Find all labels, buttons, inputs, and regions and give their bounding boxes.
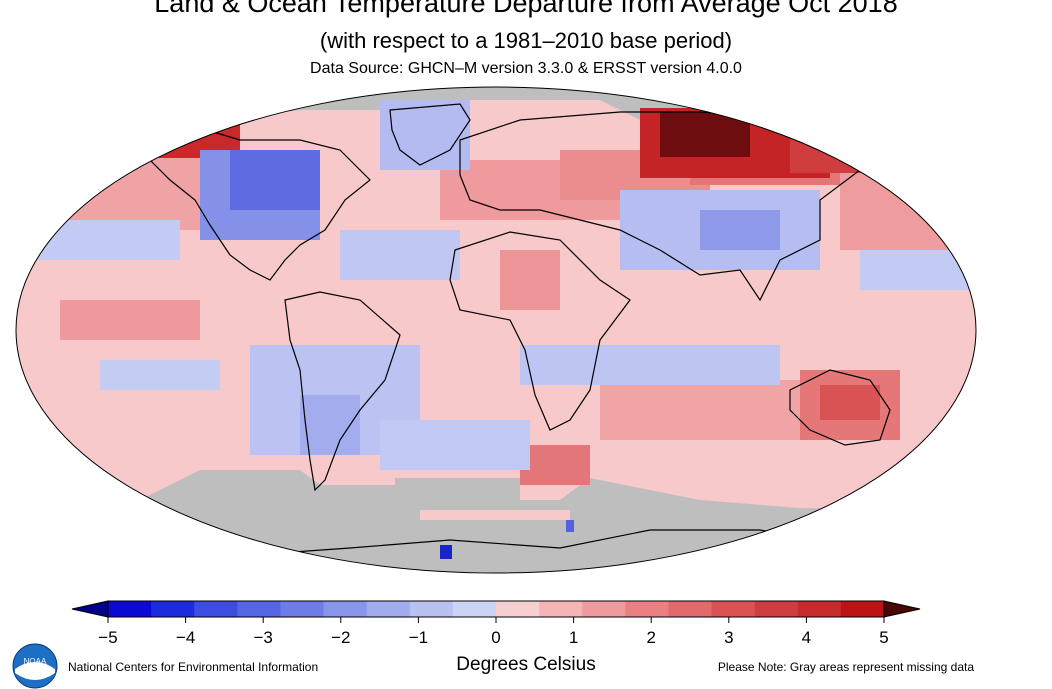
colorbar-swatch xyxy=(237,601,281,617)
colorbar-swatch xyxy=(496,601,540,617)
colorbar-swatch xyxy=(582,601,626,617)
unit-label: Degrees Celsius xyxy=(456,654,596,675)
colorbar-swatch xyxy=(840,601,885,617)
colorbar-swatch xyxy=(668,601,713,617)
australia xyxy=(789,369,891,446)
north-america xyxy=(139,127,371,281)
missing-data-note: Please Note: Gray areas represent missin… xyxy=(717,660,974,674)
colorbar-tick-label: 3 xyxy=(724,628,734,647)
colorbar-swatch xyxy=(108,601,152,617)
colorbar-tick-label: −4 xyxy=(175,628,196,647)
colorbar-tick-label: 2 xyxy=(646,628,656,647)
colorbar-tick-label: −2 xyxy=(331,628,351,647)
colorbar-swatch xyxy=(366,601,411,617)
colorbar-swatch xyxy=(452,601,497,617)
colorbar-low-arrow xyxy=(71,600,109,618)
data-source: Data Source: GHCN–M version 3.3.0 & ERSS… xyxy=(310,60,742,77)
colorbar-tick-label: 5 xyxy=(879,628,889,647)
logo-text: NOAA xyxy=(24,657,47,666)
greenland xyxy=(389,103,471,166)
map-border xyxy=(15,86,977,574)
colorbar-swatch xyxy=(151,601,195,617)
colorbar-tick-label: 0 xyxy=(491,628,501,647)
africa xyxy=(449,231,631,431)
agency-name: National Centers for Environmental Infor… xyxy=(68,660,319,674)
colorbar-tick-label: −5 xyxy=(98,628,118,647)
colorbar-swatch xyxy=(754,601,799,617)
colorbar-tick-label: −3 xyxy=(253,628,273,647)
colorbar-swatch xyxy=(539,601,583,617)
colorbar-swatch xyxy=(625,601,669,617)
colorbar-tick-label: −1 xyxy=(408,628,429,647)
colorbar-swatch xyxy=(194,601,238,617)
colorbar-swatch xyxy=(797,601,842,617)
colorbar-swatch xyxy=(409,601,454,617)
colorbar-tick-label: 4 xyxy=(801,628,812,647)
map-subtitle: (with respect to a 1981–2010 base period… xyxy=(319,28,733,53)
colorbar-tick-label: 1 xyxy=(568,628,579,647)
colorbar-swatch xyxy=(323,601,368,617)
map-title: Land & Ocean Temperature Departure from … xyxy=(154,0,898,18)
colorbar-swatch xyxy=(711,601,756,617)
colorbar-swatch xyxy=(280,601,325,617)
colorbar-high-arrow xyxy=(883,600,921,618)
south-america xyxy=(284,291,401,492)
